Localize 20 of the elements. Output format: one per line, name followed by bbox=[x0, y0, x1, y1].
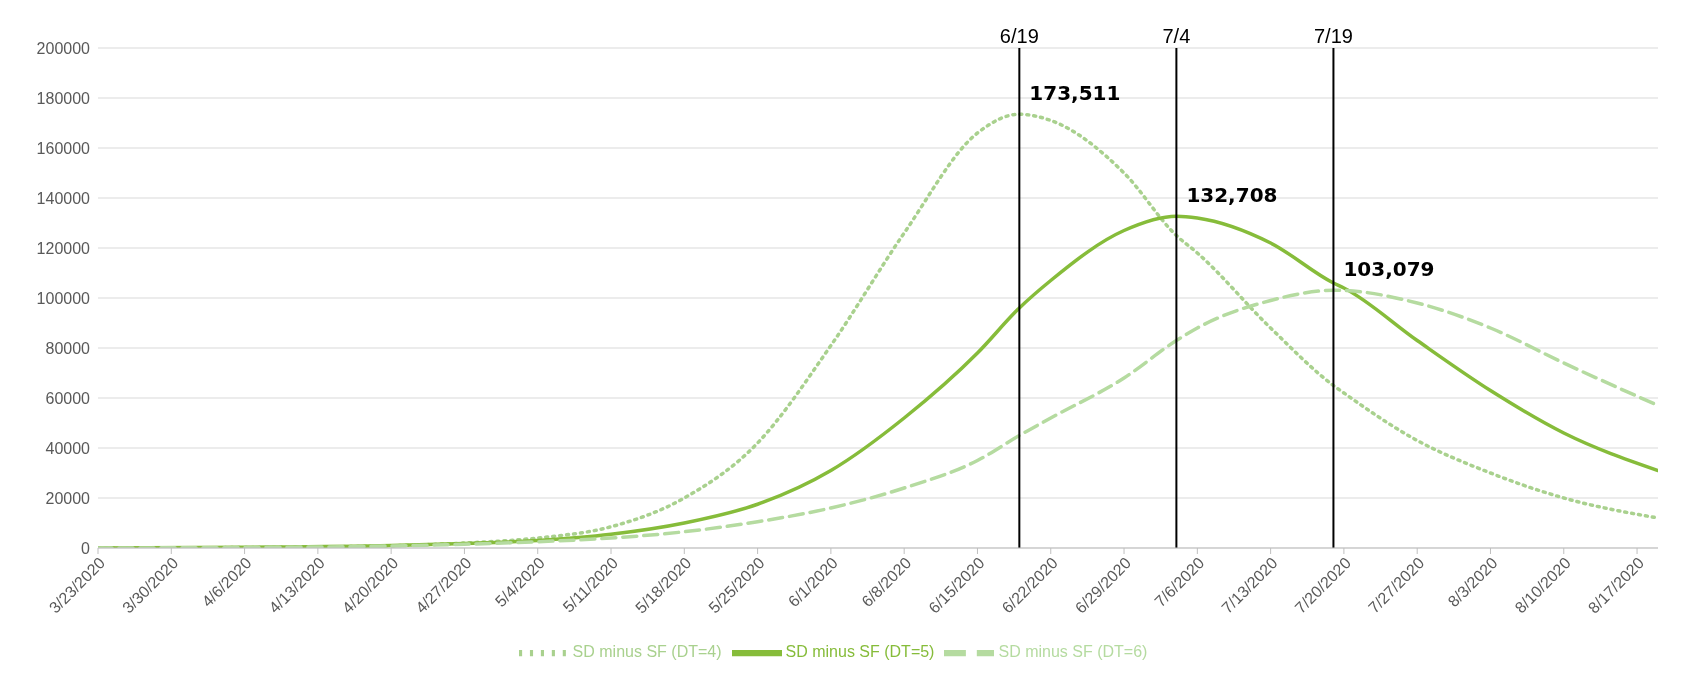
annotation: 103,079 bbox=[1343, 257, 1435, 282]
y-tick-label: 140000 bbox=[36, 189, 91, 207]
legend-label: SD minus SF (DT=6) bbox=[998, 643, 1148, 661]
y-tick-label: 20000 bbox=[45, 489, 91, 507]
legend-label: SD minus SF (DT=4) bbox=[572, 643, 722, 661]
y-tick-label: 0 bbox=[81, 539, 91, 557]
y-tick-label: 80000 bbox=[45, 339, 91, 357]
y-tick-label: 160000 bbox=[36, 139, 91, 157]
ref-line-label: 6/19 bbox=[999, 25, 1039, 47]
annotation: 132,708 bbox=[1186, 183, 1278, 208]
y-tick-label: 60000 bbox=[45, 389, 91, 407]
legend-label: SD minus SF (DT=5) bbox=[785, 643, 935, 661]
y-tick-label: 200000 bbox=[36, 39, 91, 57]
y-tick-label: 40000 bbox=[45, 439, 91, 457]
ref-line-label: 7/19 bbox=[1313, 25, 1353, 47]
y-tick-label: 100000 bbox=[36, 289, 91, 307]
y-tick-label: 120000 bbox=[36, 239, 91, 257]
annotation: 173,511 bbox=[1029, 81, 1121, 106]
ref-line-label: 7/4 bbox=[1162, 25, 1191, 47]
y-tick-label: 180000 bbox=[36, 89, 91, 107]
